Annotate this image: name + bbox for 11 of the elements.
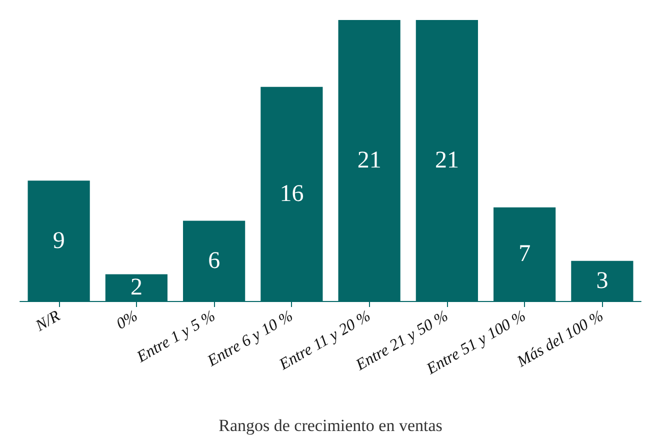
data-label: 16 (280, 180, 304, 207)
data-label: 7 (518, 241, 531, 268)
data-label: 21 (357, 148, 382, 174)
data-label: 3 (596, 268, 608, 294)
data-label: 21 (434, 148, 459, 174)
x-axis-title: Rangos de crecimiento en ventas (218, 416, 442, 435)
data-label: 9 (52, 228, 65, 254)
data-label: 6 (208, 248, 220, 274)
data-label: 2 (130, 274, 142, 301)
x-tick-label: 0% (114, 308, 141, 334)
x-tick-label: N/R (32, 308, 64, 336)
